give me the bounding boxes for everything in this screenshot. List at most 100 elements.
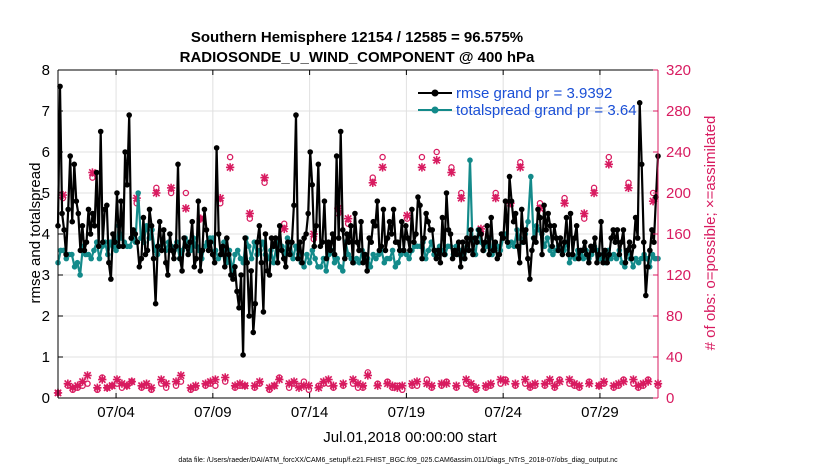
totalspread-point	[113, 247, 119, 254]
rmse-point	[110, 231, 116, 237]
rmse-point	[83, 239, 90, 245]
tick-label-x: 07/09	[194, 404, 232, 421]
rmse-point	[378, 243, 385, 250]
rmse-point	[274, 259, 281, 266]
rmse-point	[256, 223, 263, 229]
rmse-point	[506, 173, 513, 180]
obs-assimilated-marker	[171, 377, 181, 386]
rmse-point	[112, 239, 118, 245]
rmse-point	[618, 239, 625, 245]
totalspread-point	[237, 255, 244, 262]
obs-assimilated-marker	[73, 381, 82, 390]
rmse-point	[171, 255, 177, 262]
obs-assimilated-marker	[412, 377, 422, 386]
x-axis-label: Jul.01,2018 00:00:00 start	[323, 429, 497, 446]
rmse-point	[500, 235, 507, 241]
rmse-point	[104, 202, 110, 209]
rmse-point	[520, 239, 527, 245]
rmse-point	[120, 243, 126, 250]
rmse-point	[199, 247, 206, 254]
rmse-point	[409, 206, 415, 213]
x-axis-ticks: 07/04 07/09 07/14 07/19 07/24 07/29	[97, 70, 619, 421]
rmse-point	[309, 182, 316, 188]
rmse-point	[252, 300, 259, 307]
totalspread-point	[339, 268, 346, 274]
obs-assimilated-marker	[624, 183, 633, 193]
rmse-point	[352, 210, 358, 217]
rmse-point	[535, 206, 541, 213]
tick-label-right: 240	[666, 144, 691, 161]
rmse-point	[522, 227, 529, 233]
rmse-point	[423, 210, 429, 217]
obs-assimilated-marker	[589, 188, 599, 198]
tick-label-left: 3	[42, 267, 50, 284]
rmse-point	[549, 243, 556, 250]
rmse-point	[266, 272, 273, 278]
rmse-point	[386, 218, 393, 225]
totalspread-point	[425, 247, 432, 254]
obs-assimilated-marker	[427, 381, 436, 390]
obs-assimilated-marker	[225, 163, 235, 172]
rmse-series	[55, 83, 661, 358]
totalspread-point	[375, 251, 382, 258]
totalspread-point	[381, 259, 388, 266]
rmse-point	[209, 251, 216, 258]
rmse-point	[466, 247, 472, 254]
rmse-point	[169, 247, 175, 254]
obs-assimilated-marker	[368, 178, 377, 187]
obs-possible-marker	[433, 148, 440, 156]
obs-assimilated-marker	[78, 377, 87, 386]
totalspread-point	[345, 251, 352, 258]
rmse-point	[417, 202, 423, 209]
rmse-point	[289, 239, 295, 245]
rmse-point	[559, 251, 566, 258]
rmse-point	[496, 251, 503, 258]
obs-possible-marker	[605, 153, 613, 161]
obs-assimilated-marker	[619, 377, 628, 386]
rmse-point	[407, 247, 413, 254]
rmse-point	[323, 255, 330, 262]
rmse-point	[394, 239, 401, 245]
obs-assimilated-marker	[432, 156, 441, 165]
totalspread-point	[234, 247, 241, 254]
rmse-point	[518, 206, 525, 213]
rmse-point	[148, 223, 155, 229]
obs-assimilated-marker	[260, 173, 269, 182]
obs-assimilated-marker	[329, 381, 338, 390]
rmse-point	[165, 272, 171, 278]
chart-title-line2: RADIOSONDE_U_WIND_COMPONENT @ 400 hPa	[180, 49, 535, 66]
rmse-point	[604, 259, 610, 266]
rmse-point	[297, 239, 303, 245]
rmse-point	[581, 239, 588, 245]
rmse-point	[563, 214, 570, 221]
rmse-point	[91, 223, 98, 229]
rmse-point	[61, 227, 67, 233]
rmse-point	[561, 239, 568, 245]
rmse-point	[319, 239, 326, 245]
obs-assimilated-marker	[107, 381, 117, 390]
obs-assimilated-marker	[166, 183, 176, 193]
legend-rmse-marker	[431, 89, 439, 97]
rmse-point	[146, 206, 153, 213]
rmse-point	[547, 223, 554, 229]
totalspread-point	[525, 218, 531, 225]
rmse-point	[606, 251, 612, 258]
rmse-point	[85, 206, 92, 213]
rmse-point	[236, 305, 242, 311]
rmse-point	[579, 247, 586, 254]
obs-assimilated-marker	[221, 373, 230, 382]
rmse-point	[93, 169, 100, 176]
totalspread-point	[544, 235, 551, 241]
rmse-point	[527, 276, 533, 282]
totalspread-point	[370, 251, 377, 258]
rmse-point	[156, 218, 163, 225]
totalspread-point	[127, 243, 133, 250]
rmse-point	[197, 268, 204, 274]
rmse-point	[215, 231, 222, 237]
totalspread-point	[550, 251, 556, 258]
rmse-point	[350, 259, 356, 266]
rmse-point	[122, 149, 128, 155]
rmse-point	[140, 214, 147, 221]
rmse-point	[335, 235, 342, 241]
